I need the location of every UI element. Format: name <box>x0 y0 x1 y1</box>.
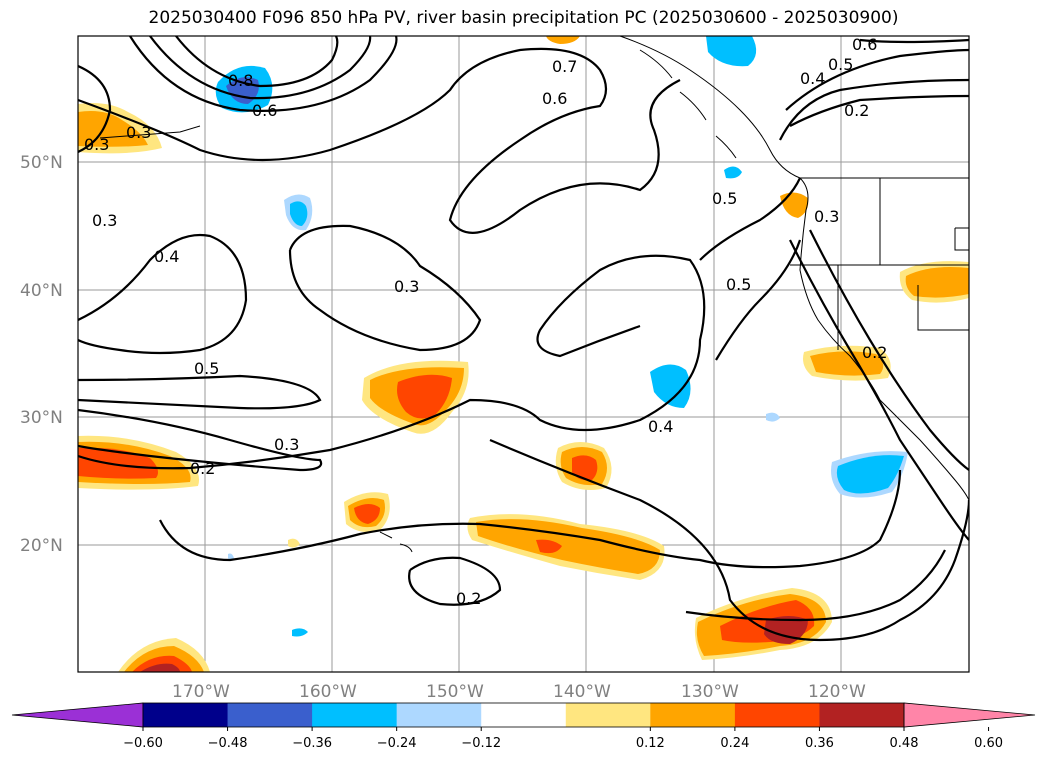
colorbar-tick-label: −0.48 <box>208 736 248 751</box>
contour-label: 0.3 <box>84 135 109 154</box>
contour-label: 0.2 <box>456 589 481 608</box>
lat-label: 50°N <box>20 153 63 173</box>
contour-label: 0.6 <box>852 35 877 54</box>
contour-label: 0.5 <box>828 55 853 74</box>
contour-label: 0.4 <box>800 69 825 88</box>
colorbar-tick-label: −0.60 <box>123 736 163 751</box>
colorbar-extend-low <box>11 702 144 728</box>
colorbar-segment <box>819 703 905 727</box>
lon-label: 160°W <box>299 682 357 702</box>
map-title: 2025030400 F096 850 hPa PV, river basin … <box>148 8 899 28</box>
lon-label: 140°W <box>553 682 611 702</box>
contour-label: 0.3 <box>274 435 299 454</box>
colorbar-tick-label: 0.24 <box>720 736 749 751</box>
contour-label: 0.3 <box>126 123 151 142</box>
lat-label: 30°N <box>20 408 63 428</box>
contour-label: 0.5 <box>712 189 737 208</box>
coastlines <box>99 36 969 553</box>
contour-label: 0.6 <box>542 89 567 108</box>
contour-label: 0.4 <box>154 247 179 266</box>
colorbar: −0.60 −0.48 −0.36 −0.24 −0.12 0.12 0.24 0.36 0.4… <box>11 702 1036 751</box>
colorbar-tick-label: 0.12 <box>636 736 665 751</box>
contour-label: 0.4 <box>648 417 673 436</box>
contour-label: 0.2 <box>190 459 215 478</box>
colorbar-tick-label: 0.36 <box>805 736 834 751</box>
colorbar-tick-label: −0.36 <box>292 736 332 751</box>
colorbar-segment <box>650 703 736 727</box>
colorbar-segment <box>312 703 398 727</box>
lon-label: 150°W <box>426 682 484 702</box>
contour-label: 0.5 <box>726 275 751 294</box>
colorbar-extend-high <box>903 702 1036 728</box>
colorbar-segment <box>227 703 313 727</box>
colorbar-segment <box>481 703 567 727</box>
lon-label: 170°W <box>172 682 230 702</box>
contour-label: 0.3 <box>814 207 839 226</box>
pv-contours <box>78 36 969 642</box>
colorbar-tick-label: −0.12 <box>461 736 501 751</box>
contour-label: 0.3 <box>394 277 419 296</box>
colorbar-tick-label: 0.48 <box>890 736 919 751</box>
contour-label: 0.2 <box>844 101 869 120</box>
lat-label: 40°N <box>20 281 63 301</box>
contour-labels: 0.6 0.5 0.4 0.8 0.6 0.3 0.7 0.6 0.2 0.5 … <box>84 35 887 608</box>
longitude-labels: 170°W 160°W 150°W 140°W 130°W 120°W <box>172 682 866 702</box>
latitude-labels: 50°N 40°N 30°N 20°N <box>20 153 63 556</box>
colorbar-segment <box>734 703 820 727</box>
colorbar-segment <box>143 703 229 727</box>
contour-label: 0.5 <box>194 359 219 378</box>
colorbar-segment <box>565 703 651 727</box>
contour-label: 0.3 <box>92 211 117 230</box>
colorbar-frame <box>142 702 905 728</box>
contour-label: 0.7 <box>552 57 577 76</box>
lat-label: 20°N <box>20 536 63 556</box>
lon-label: 130°W <box>681 682 739 702</box>
colorbar-tick-label: 0.60 <box>974 736 1003 751</box>
lon-label: 120°W <box>808 682 866 702</box>
precip-anomaly-fill <box>78 36 969 672</box>
colorbar-tick-label: −0.24 <box>377 736 417 751</box>
plot-frame <box>77 35 970 673</box>
colorbar-segment <box>396 703 482 727</box>
contour-label: 0.2 <box>862 343 887 362</box>
contour-label: 0.8 <box>228 71 253 90</box>
contour-label: 0.6 <box>252 101 277 120</box>
